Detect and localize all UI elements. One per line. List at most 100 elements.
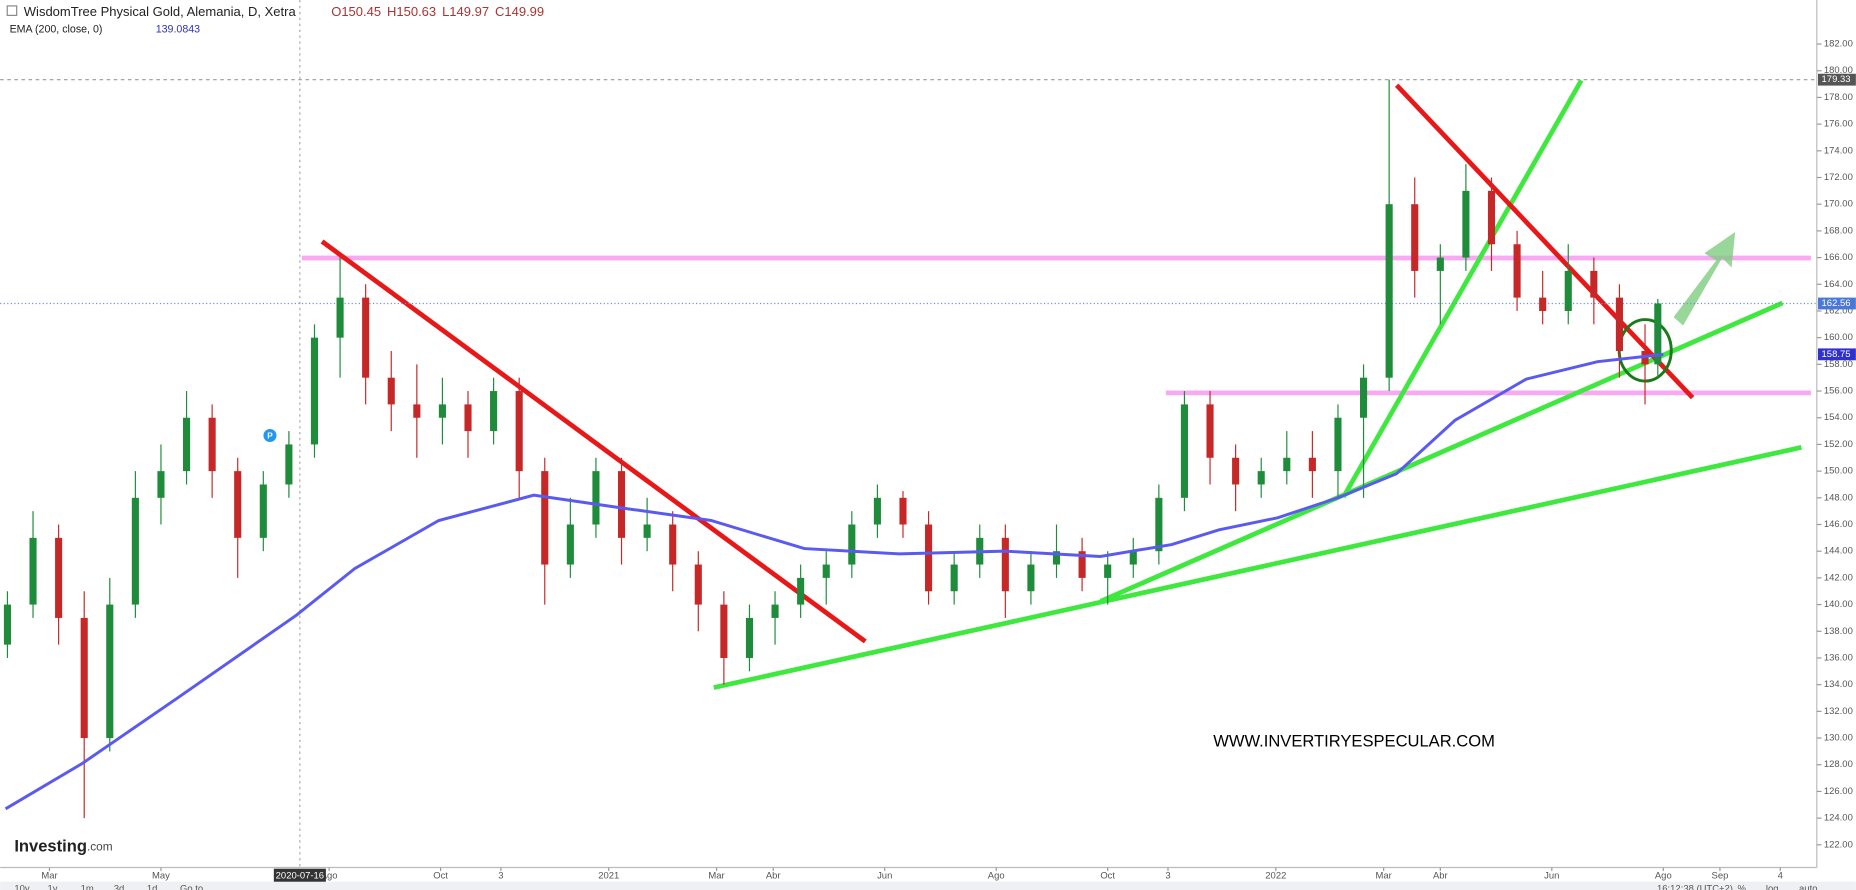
- status-item[interactable]: log: [1766, 883, 1779, 890]
- x-tick-label: Abr: [1433, 870, 1448, 881]
- candle-body: [259, 484, 267, 538]
- y-tick-label: 160.00: [1824, 332, 1853, 343]
- trendline: [320, 239, 867, 644]
- crosshair-label: 2020-07-16: [276, 870, 324, 881]
- collapse-icon[interactable]: [6, 5, 18, 16]
- candle-body: [1104, 564, 1112, 578]
- trendline: [1341, 79, 1584, 499]
- brand-logo: Investing.com: [14, 837, 112, 856]
- candle-body: [1308, 457, 1316, 472]
- candle-body: [515, 391, 523, 472]
- y-tick-label: 146.00: [1824, 519, 1853, 530]
- y-tick-label: 170.00: [1824, 199, 1853, 210]
- candle-body: [1564, 270, 1572, 311]
- y-tick-label: 148.00: [1824, 492, 1853, 503]
- status-item[interactable]: %: [1738, 883, 1747, 890]
- candle-body: [720, 604, 728, 658]
- x-tick-label: Oct: [433, 870, 448, 881]
- candle-body: [182, 417, 191, 472]
- candle-body: [80, 617, 88, 739]
- candle-body: [745, 617, 754, 658]
- y-tick-label: 172.00: [1824, 172, 1853, 183]
- up-arrow: [1673, 231, 1736, 326]
- candle-body: [490, 391, 498, 432]
- y-tick-label: 158.00: [1824, 359, 1853, 370]
- toolbar-button[interactable]: 10y: [14, 883, 30, 890]
- toolbar-button[interactable]: Go to: [180, 883, 203, 890]
- candle-body: [1155, 497, 1163, 552]
- candle-body: [1590, 270, 1598, 298]
- y-tick-label: 152.00: [1824, 439, 1853, 450]
- trendlines: [301, 79, 1811, 690]
- candle-body: [29, 537, 37, 605]
- x-tick-label: 4: [1778, 870, 1783, 881]
- candle-body: [1232, 457, 1240, 485]
- toolbar-button[interactable]: 1m: [81, 883, 94, 890]
- ohlc-high: H150.63: [387, 4, 436, 19]
- x-tick-label: Mar: [41, 870, 57, 881]
- candle-body: [387, 377, 395, 405]
- x-tick-label: Ago: [988, 870, 1005, 881]
- candle-body: [1411, 204, 1419, 271]
- y-tick-label: 162.00: [1824, 305, 1853, 316]
- x-tick-label: 2021: [598, 870, 619, 881]
- plot: [0, 0, 1817, 868]
- y-tick-label: 156.00: [1824, 386, 1853, 397]
- candle-body: [592, 471, 600, 525]
- y-tick-label: 130.00: [1824, 733, 1853, 744]
- toolbar-button[interactable]: 1d: [147, 883, 158, 890]
- toolbar-button[interactable]: 3d: [114, 883, 125, 890]
- high-label: 179.33: [1822, 74, 1851, 85]
- event-marker-badge[interactable]: [263, 429, 277, 443]
- candle-body: [899, 497, 907, 525]
- brand: Investing: [14, 837, 87, 856]
- candle-body: [413, 404, 421, 418]
- x-tick-label: Ago: [321, 870, 338, 881]
- candle-body: [566, 524, 574, 565]
- y-tick-label: 122.00: [1824, 839, 1853, 850]
- ohlc-open: O150.45: [331, 4, 381, 19]
- x-tick-label: May: [152, 870, 170, 881]
- candle-body: [617, 471, 626, 538]
- event-marker[interactable]: P: [267, 431, 273, 440]
- y-tick-label: 124.00: [1824, 813, 1853, 824]
- indicator-name: EMA (200, close, 0): [10, 23, 103, 35]
- x-tick-label: Abr: [766, 870, 781, 881]
- candle-body: [925, 524, 933, 592]
- crosshair-label-bg: [273, 868, 326, 882]
- candle-body: [950, 564, 958, 592]
- ema-label: 158.75: [1822, 349, 1851, 360]
- candle-body: [106, 604, 114, 739]
- candle-body: [1360, 377, 1368, 418]
- candle-body: [1052, 551, 1061, 565]
- candle-body: [771, 604, 779, 618]
- candle-body: [1027, 564, 1035, 592]
- candle-body: [1001, 537, 1009, 592]
- chart-header: WisdomTree Physical Gold, Alemania, D, X…: [24, 4, 544, 19]
- brand-suffix: .com: [87, 840, 113, 854]
- y-tick-label: 138.00: [1824, 626, 1853, 637]
- trendline: [1099, 300, 1784, 604]
- trendline: [713, 445, 1802, 690]
- status-item[interactable]: auto: [1799, 883, 1817, 890]
- x-tick-label: Sep: [1712, 870, 1729, 881]
- y-tick-label: 126.00: [1824, 786, 1853, 797]
- ohlc-low: L149.97: [442, 4, 489, 19]
- y-tick-label: 180.00: [1824, 65, 1853, 76]
- candle-body: [822, 564, 830, 578]
- candle-body: [157, 471, 165, 498]
- candle-body: [848, 524, 856, 565]
- candle-body: [541, 471, 549, 565]
- candle-body: [1385, 204, 1393, 378]
- candle-body: [1654, 303, 1662, 365]
- toolbar-button[interactable]: 1y: [47, 883, 57, 890]
- candle-body: [438, 404, 446, 418]
- candle-body: [669, 524, 677, 565]
- candle-body: [336, 297, 344, 338]
- candle-body: [1283, 457, 1291, 472]
- x-tick-label: Oct: [1100, 870, 1115, 881]
- last-price-label-bg: [1818, 297, 1856, 310]
- x-tick-label: 3: [498, 870, 503, 881]
- candle-body: [234, 471, 242, 538]
